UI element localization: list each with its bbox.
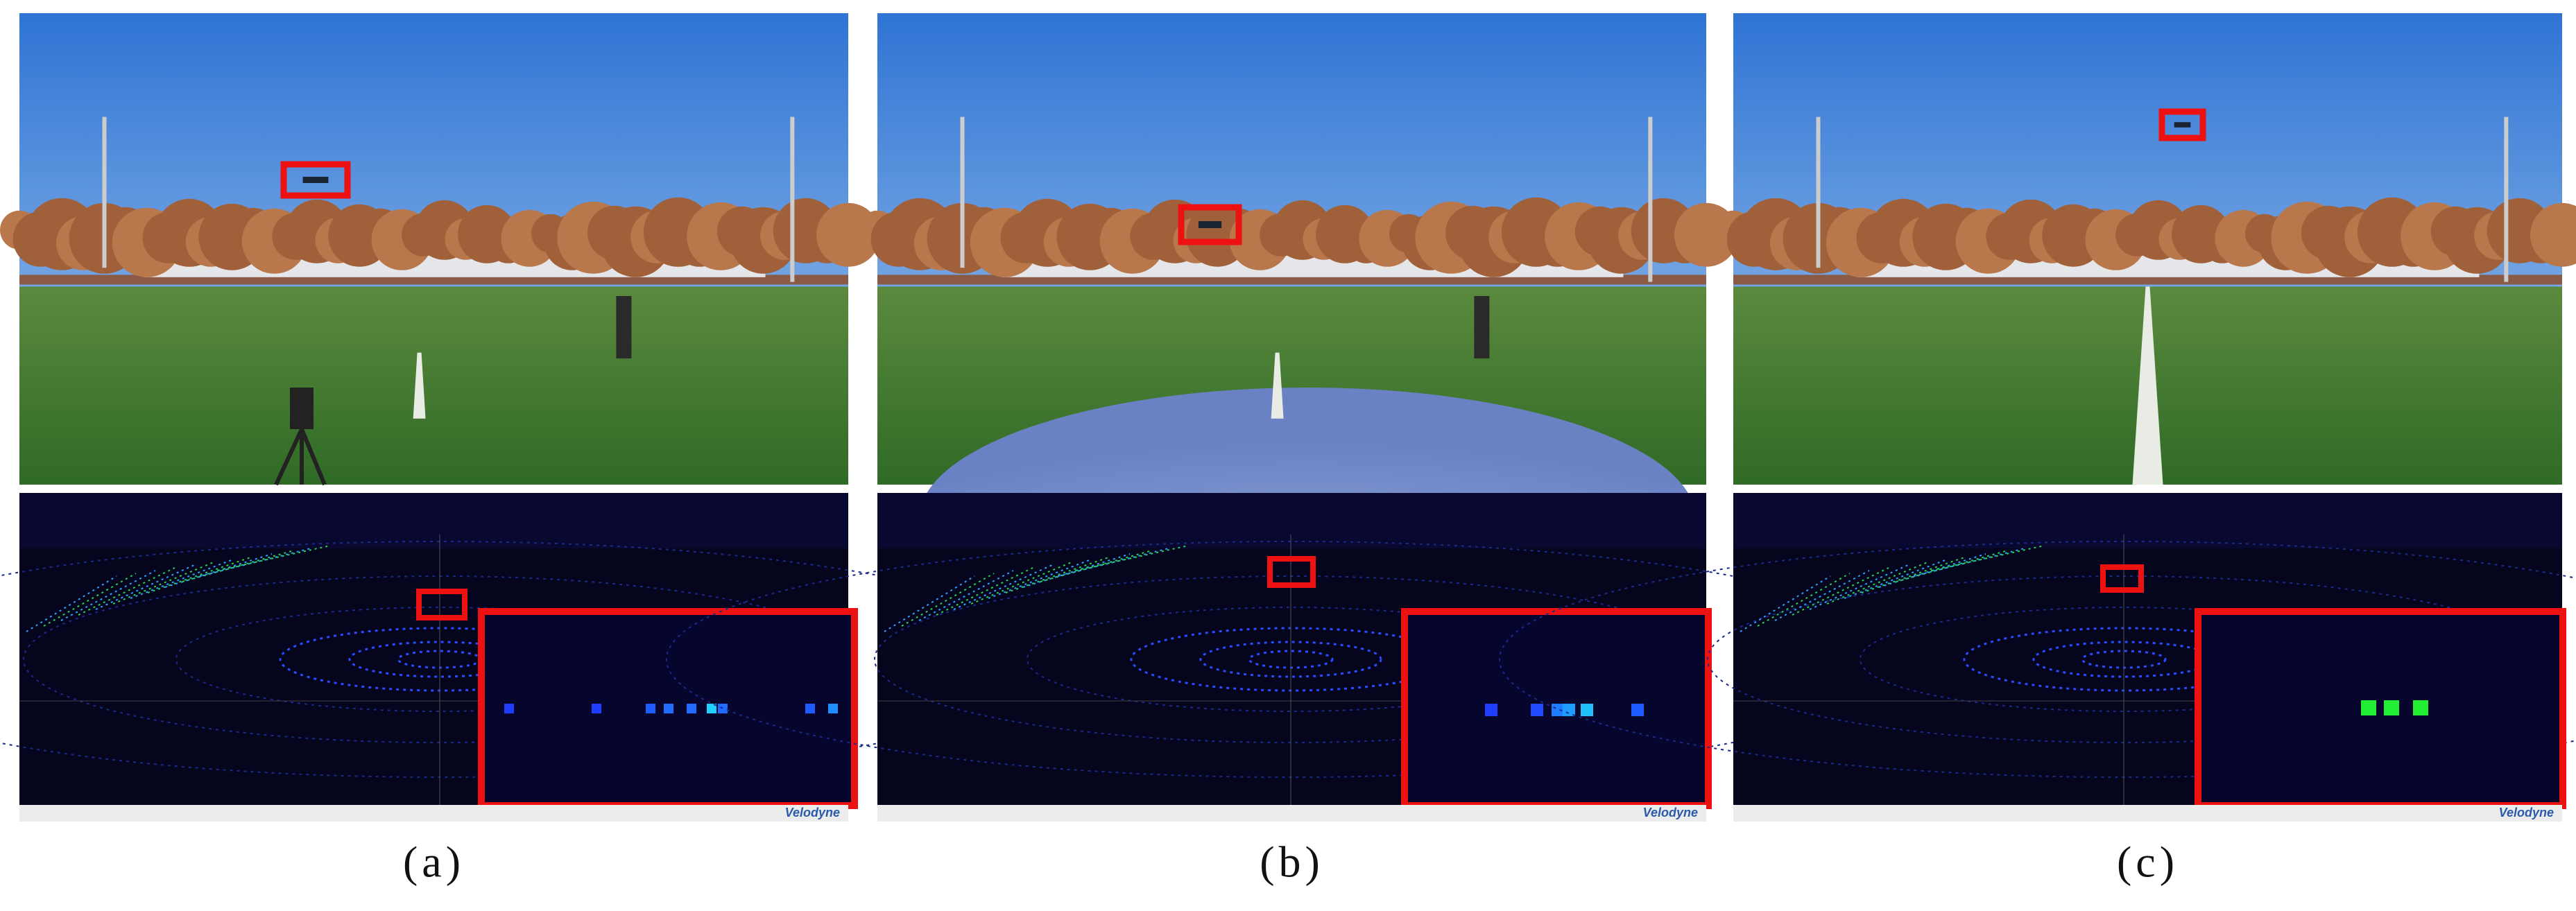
point-streak: [1040, 550, 1150, 582]
status-bar: [19, 805, 848, 822]
light-pole: [1816, 116, 1821, 268]
lidar-view: Velodyne: [666, 493, 1916, 822]
point: [1531, 704, 1543, 716]
tree: [2530, 202, 2576, 267]
track: [877, 275, 1706, 285]
point-streak: [1757, 573, 1851, 627]
logo: Velodyne: [1643, 806, 1698, 819]
point-streak: [1826, 562, 1928, 605]
point-streak: [1774, 570, 1870, 621]
point: [2384, 700, 2399, 715]
logo: Velodyne: [785, 806, 840, 819]
point: [687, 704, 696, 713]
horizon: [1733, 493, 2562, 548]
point-streak: [43, 573, 137, 627]
light-pole: [2504, 116, 2509, 282]
light-pole: [790, 116, 795, 282]
horizon: [19, 493, 848, 548]
person: [616, 296, 632, 358]
point: [1563, 704, 1575, 716]
status-bar: [1733, 805, 2562, 822]
inset: [2195, 608, 2566, 809]
target-box: [1267, 556, 1316, 588]
drone: [1198, 221, 1222, 228]
panel: Velodyne: [666, 13, 1916, 822]
point: [1485, 704, 1497, 716]
drone: [302, 177, 329, 183]
horizon: [877, 493, 1706, 548]
lidar-sensor: [290, 388, 314, 429]
point: [592, 704, 601, 713]
light-pole: [960, 116, 965, 268]
point: [2413, 700, 2428, 715]
point-streak: [95, 564, 195, 610]
photo: [0, 13, 880, 486]
logo: Velodyne: [2499, 806, 2554, 819]
person: [1474, 296, 1490, 358]
field-line: [413, 352, 426, 419]
point-streak: [26, 575, 117, 632]
point-streak: [78, 567, 175, 616]
drone-box: [1178, 204, 1242, 245]
drone: [2174, 122, 2191, 128]
drone-box: [2158, 108, 2206, 141]
point: [1552, 704, 1564, 716]
track: [19, 275, 848, 285]
panel: Velodyne: [1499, 13, 2576, 822]
point-streak: [1740, 575, 1831, 632]
status-bar: [877, 805, 1706, 822]
photo: [1714, 13, 2576, 485]
point-streak: [1844, 559, 1948, 599]
point: [1631, 704, 1644, 716]
point-streak: [182, 550, 292, 582]
field-line: [2132, 286, 2163, 485]
point: [1581, 704, 1593, 716]
panel-label: (c): [2117, 838, 2179, 887]
track: [1733, 275, 2562, 285]
point-streak: [901, 573, 995, 627]
scan-ring: [1199, 641, 1382, 678]
point-streak: [970, 562, 1072, 605]
point-streak: [884, 575, 975, 632]
target-box: [416, 589, 467, 621]
point: [805, 704, 815, 713]
point: [2361, 700, 2376, 715]
field: [19, 286, 848, 485]
target-box: [2100, 564, 2144, 593]
point-streak: [953, 564, 1053, 610]
point: [504, 704, 514, 713]
point: [828, 704, 838, 713]
lidar-view: Velodyne: [1499, 493, 2576, 822]
point-streak: [988, 559, 1092, 599]
panel-label: (b): [1260, 838, 1324, 887]
light-pole: [1648, 116, 1653, 282]
point-streak: [1809, 564, 1909, 610]
point: [664, 704, 673, 713]
point-streak: [936, 567, 1033, 616]
lidar-view: Velodyne: [0, 493, 1065, 822]
tripod: [274, 428, 327, 486]
drone-box: [280, 161, 351, 199]
point: [718, 704, 728, 713]
point: [707, 704, 716, 713]
point-streak: [1896, 550, 2006, 582]
panel-label: (a): [403, 838, 465, 887]
point-streak: [60, 570, 156, 621]
point: [646, 704, 655, 713]
point-streak: [130, 559, 234, 599]
light-pole: [102, 116, 107, 268]
panel: Velodyne: [0, 13, 1065, 822]
point-streak: [918, 570, 1014, 621]
point-streak: [112, 562, 214, 605]
point-streak: [1792, 567, 1889, 616]
